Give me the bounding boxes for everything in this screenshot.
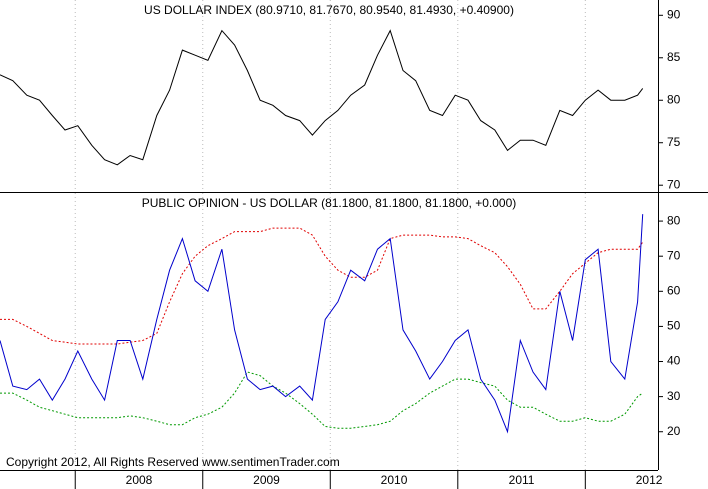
x-tick-label: 2012 xyxy=(636,473,663,487)
y-tick-label: 40 xyxy=(667,354,681,368)
y-tick-label: 80 xyxy=(667,92,681,106)
copyright: Copyright 2012, All Rights Reserved www.… xyxy=(6,455,340,469)
y-tick-label: 90 xyxy=(667,7,681,21)
y-tick-label: 75 xyxy=(667,135,681,149)
x-tick-label: 2009 xyxy=(253,473,280,487)
y-tick-label: 70 xyxy=(667,177,681,191)
x-tick-label: 2010 xyxy=(381,473,408,487)
series-line xyxy=(0,227,644,345)
y-tick-label: 70 xyxy=(667,248,681,262)
series-line xyxy=(0,371,643,429)
y-tick-label: 60 xyxy=(667,283,681,297)
series-line xyxy=(0,214,644,434)
y-tick-label: 50 xyxy=(667,319,681,333)
y-tick-label: 20 xyxy=(667,424,681,438)
series-line xyxy=(0,29,644,166)
panel-title: US DOLLAR INDEX (80.9710, 81.7670, 80.95… xyxy=(144,3,514,17)
panel-title: PUBLIC OPINION - US DOLLAR (81.1800, 81.… xyxy=(142,196,517,210)
x-tick-label: 2011 xyxy=(509,473,535,487)
y-tick-label: 80 xyxy=(667,213,681,227)
y-tick-label: 85 xyxy=(667,50,681,64)
y-tick-label: 30 xyxy=(667,389,681,403)
x-tick-label: 2008 xyxy=(126,473,153,487)
